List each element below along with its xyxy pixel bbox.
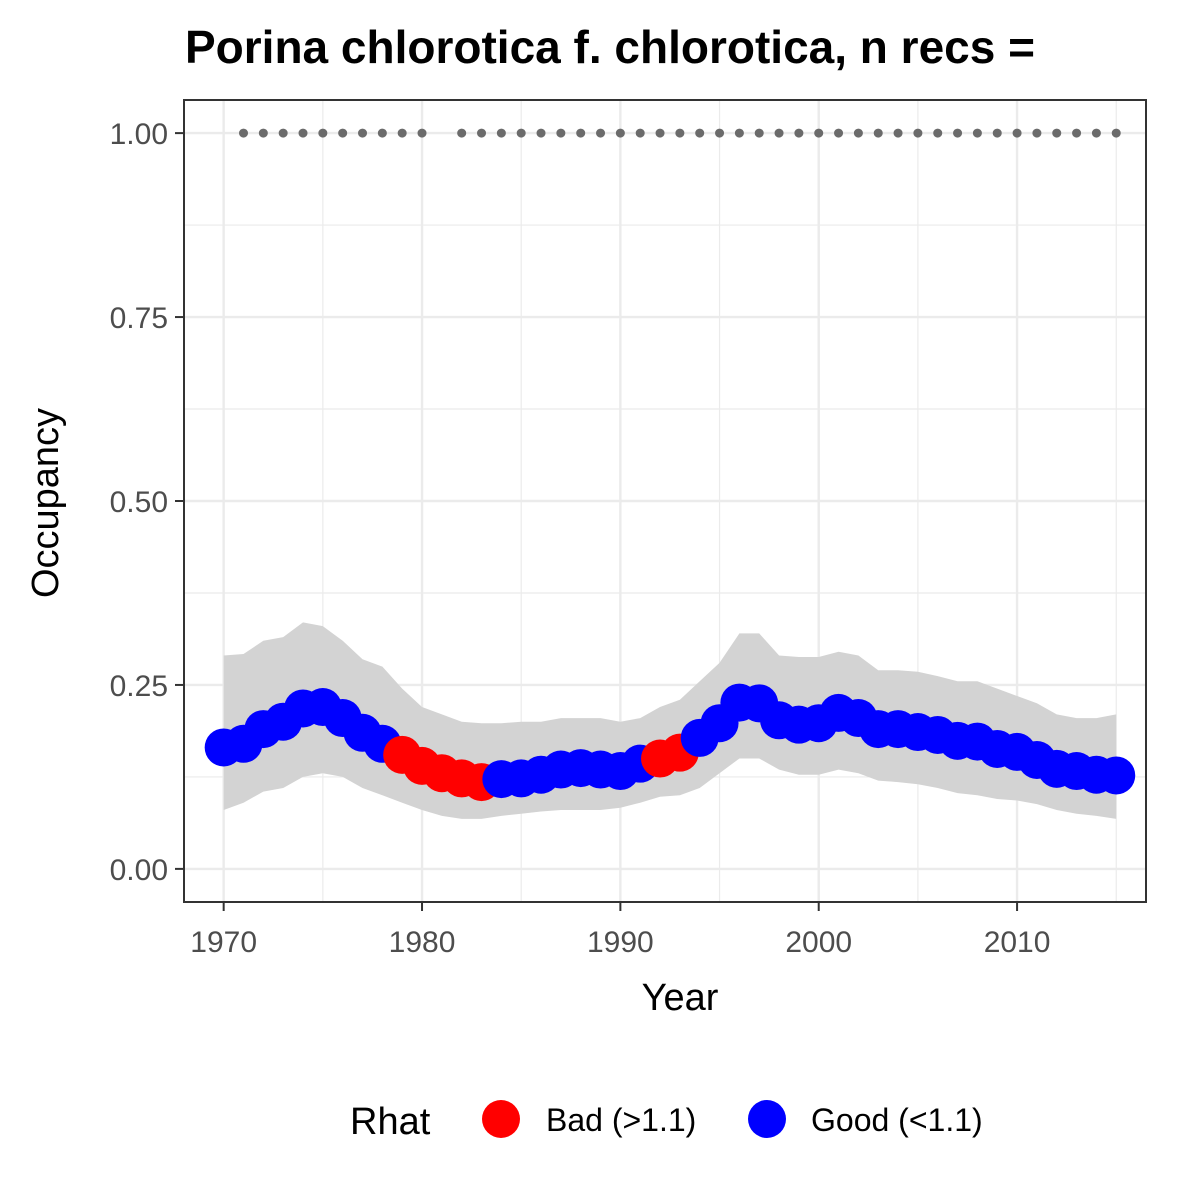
- record-year-dot: [1052, 128, 1062, 138]
- record-year-dot: [556, 128, 566, 138]
- record-year-dot: [754, 128, 764, 138]
- record-year-dot: [516, 128, 526, 138]
- x-tick-label: 1970: [190, 926, 257, 959]
- record-year-dot: [774, 128, 784, 138]
- record-year-dot: [596, 128, 606, 138]
- record-year-dot: [913, 128, 923, 138]
- record-year-dot: [933, 128, 943, 138]
- record-year-dot: [457, 128, 467, 138]
- record-year-dot: [1032, 128, 1042, 138]
- axes: 0.00 0.25 0.50 0.75 1.00 1970 1980 1990 2000 2010: [110, 118, 1051, 959]
- occupancy-point: [1097, 756, 1136, 795]
- x-tick-label: 1980: [389, 926, 456, 959]
- record-year-dot: [873, 128, 883, 138]
- record-year-dot: [972, 128, 982, 138]
- record-year-dot: [358, 128, 368, 138]
- record-year-dot: [695, 128, 705, 138]
- record-year-dot: [377, 128, 387, 138]
- y-tick-label: 1.00: [110, 118, 168, 151]
- record-year-dot: [239, 128, 249, 138]
- legend-key-bad: [482, 1100, 520, 1138]
- record-year-dot: [1072, 128, 1082, 138]
- x-tick-label: 1990: [587, 926, 654, 959]
- legend-title: Rhat: [350, 1101, 431, 1143]
- record-year-dot: [496, 128, 506, 138]
- record-year-dot: [635, 128, 645, 138]
- record-year-dot: [1012, 128, 1022, 138]
- record-year-dot: [675, 128, 685, 138]
- record-year-dot: [338, 128, 348, 138]
- y-tick-label: 0.75: [110, 302, 168, 335]
- record-year-dot: [992, 128, 1002, 138]
- record-year-dot: [814, 128, 824, 138]
- record-year-dot: [576, 128, 586, 138]
- record-year-dot: [655, 128, 665, 138]
- y-tick-label: 0.25: [110, 670, 168, 703]
- record-year-dot: [834, 128, 844, 138]
- record-year-dot: [397, 128, 407, 138]
- legend-key-good: [748, 1100, 786, 1138]
- legend-label-bad: Bad (>1.1): [546, 1102, 696, 1138]
- record-year-dot: [853, 128, 863, 138]
- record-year-dot: [715, 128, 725, 138]
- x-tick-label: 2010: [984, 926, 1051, 959]
- record-year-dot: [1111, 128, 1121, 138]
- record-year-dot: [417, 128, 427, 138]
- x-tick-label: 2000: [785, 926, 852, 959]
- occupancy-points: [204, 683, 1136, 802]
- legend-label-good: Good (<1.1): [811, 1102, 983, 1138]
- y-tick-label: 0.00: [110, 854, 168, 887]
- record-year-dot: [318, 128, 328, 138]
- record-year-dot: [1091, 128, 1101, 138]
- y-axis-title: Occupancy: [25, 408, 67, 598]
- legend: Rhat Bad (>1.1) Good (<1.1): [350, 1100, 983, 1143]
- record-year-dots: [239, 128, 1121, 138]
- record-year-dot: [477, 128, 487, 138]
- chart-title: Porina chlorotica f. chlorotica, n recs …: [185, 21, 1035, 73]
- record-year-dot: [278, 128, 288, 138]
- record-year-dot: [794, 128, 804, 138]
- record-year-dot: [298, 128, 308, 138]
- record-year-dot: [953, 128, 963, 138]
- x-axis-title: Year: [642, 977, 719, 1019]
- record-year-dot: [615, 128, 625, 138]
- record-year-dot: [536, 128, 546, 138]
- record-year-dot: [258, 128, 268, 138]
- record-year-dot: [734, 128, 744, 138]
- record-year-dot: [893, 128, 903, 138]
- y-tick-label: 0.50: [110, 486, 168, 519]
